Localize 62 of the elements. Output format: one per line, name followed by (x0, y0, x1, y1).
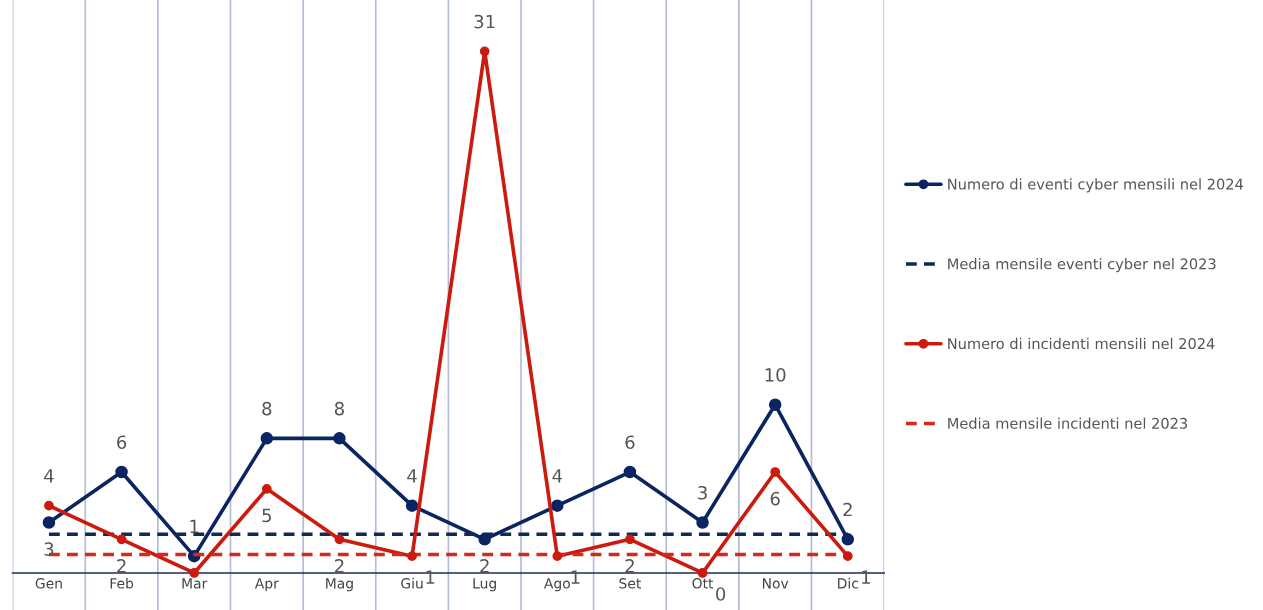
point (44, 500, 54, 511)
point (768, 398, 782, 411)
data-label: 3 (698, 485, 707, 500)
point (842, 551, 853, 562)
data-label: 0 (716, 587, 726, 601)
data-label: 4 (407, 469, 417, 483)
data-label: 2 (843, 502, 852, 517)
x-tick-label: Ago (544, 578, 570, 592)
data-label: 2 (625, 559, 634, 573)
data-label: 1 (571, 570, 580, 584)
point (115, 465, 128, 479)
data-label: 31 (474, 14, 495, 29)
point (770, 467, 781, 477)
data-label: 5 (262, 508, 271, 523)
point (405, 499, 419, 512)
x-tick-label: Mag (326, 578, 353, 592)
data-label: 6 (770, 491, 780, 506)
legend-label: Media mensile eventi cyber nel 2023 (948, 258, 1216, 273)
x-tick-label: Giu (401, 577, 423, 589)
x-tick-label: Dic (838, 577, 859, 589)
point (334, 534, 345, 545)
point (407, 551, 417, 562)
x-tick-label: Gen (35, 578, 62, 589)
data-label: 3 (44, 542, 54, 556)
point (696, 516, 709, 529)
point (261, 483, 272, 494)
x-tick-label: Set (619, 578, 641, 589)
data-label: 8 (262, 401, 272, 416)
point (623, 465, 637, 479)
point (189, 568, 200, 578)
point (333, 432, 346, 445)
point (551, 499, 564, 512)
x-tick-label: Feb (110, 577, 134, 589)
point (42, 516, 56, 529)
x-tick-label: Ott (692, 578, 714, 589)
x-tick-label: Nov (762, 578, 789, 589)
data-label: 4 (44, 469, 54, 483)
legend-label: Numero di eventi cyber mensili nel 2024 (948, 178, 1244, 193)
point (841, 533, 855, 546)
data-label: 4 (552, 469, 563, 483)
data-label: 6 (625, 435, 635, 450)
x-tick-label: Apr (254, 578, 279, 592)
data-label: 2 (117, 559, 126, 573)
data-label: 6 (117, 435, 127, 450)
data-label: 1 (426, 570, 435, 584)
point (479, 46, 490, 57)
data-label: 1 (190, 519, 199, 533)
data-label: 8 (334, 401, 344, 416)
data-label: 2 (480, 559, 489, 573)
data-label: 10 (765, 368, 786, 382)
point (697, 568, 708, 578)
legend-label: Media mensile incidenti nel 2023 (948, 417, 1188, 429)
x-tick-label: Lug (473, 578, 496, 592)
point (552, 551, 563, 562)
point (116, 534, 127, 545)
point (260, 432, 274, 445)
data-label: 1 (862, 570, 870, 584)
legend-label: Numero di incidenti mensili nel 2024 (948, 337, 1215, 350)
x-tick-label: Mar (182, 578, 208, 589)
point (478, 533, 491, 546)
data-label: 2 (335, 559, 344, 573)
point (625, 534, 635, 545)
